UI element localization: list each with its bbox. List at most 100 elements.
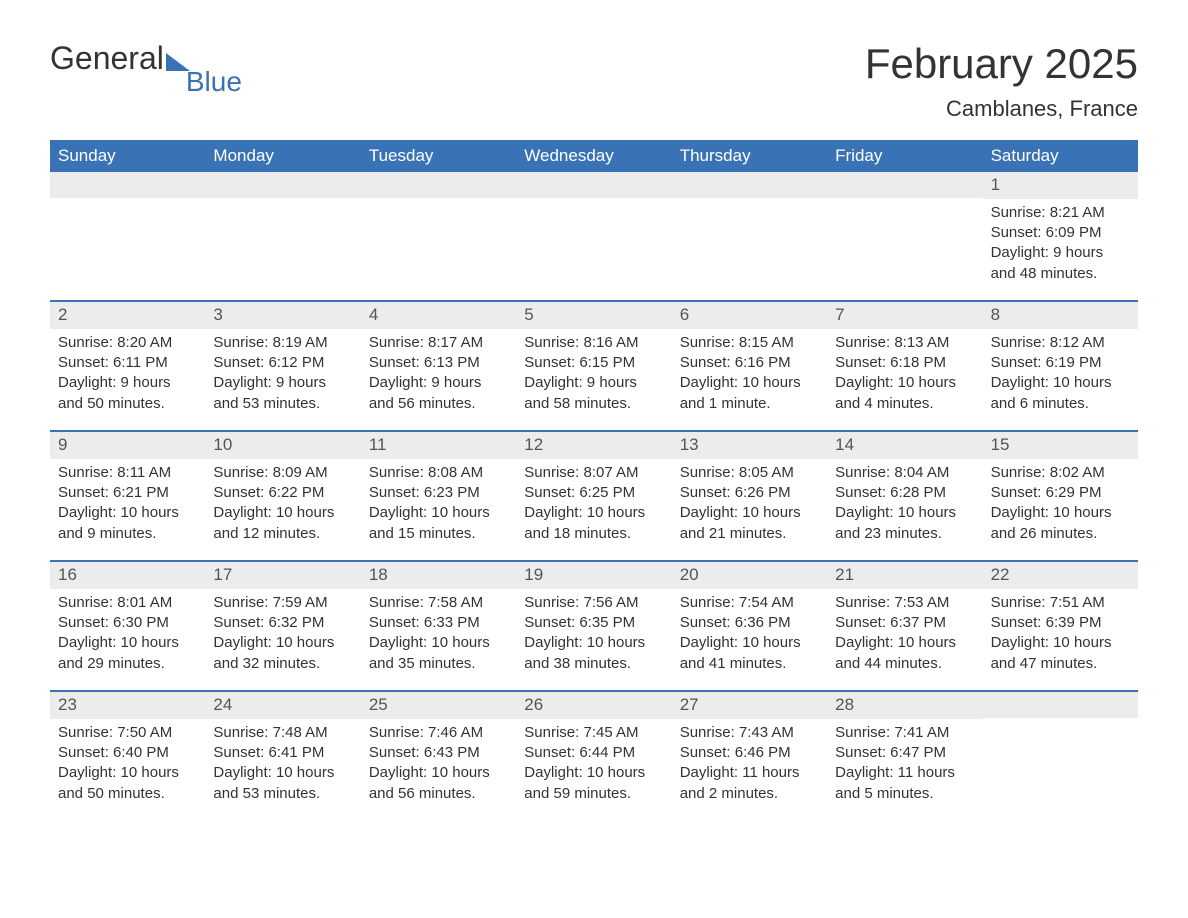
day-cell-empty: [827, 172, 982, 300]
day-cell-empty: [361, 172, 516, 300]
brand-text-2: Blue: [186, 66, 242, 98]
sunrise-text: Sunrise: 7:45 AM: [524, 723, 663, 743]
day2-text: and 15 minutes.: [369, 524, 508, 544]
day-cell-empty: [205, 172, 360, 300]
day2-text: and 50 minutes.: [58, 394, 197, 414]
weekday-header: Wednesday: [516, 140, 671, 172]
day-number: 26: [516, 692, 671, 719]
weekday-header: Sunday: [50, 140, 205, 172]
week-row: 1Sunrise: 8:21 AMSunset: 6:09 PMDaylight…: [50, 172, 1138, 300]
sunrise-text: Sunrise: 8:21 AM: [991, 203, 1130, 223]
day2-text: and 38 minutes.: [524, 654, 663, 674]
sunset-text: Sunset: 6:30 PM: [58, 613, 197, 633]
day1-text: Daylight: 10 hours: [835, 633, 974, 653]
sunrise-text: Sunrise: 8:05 AM: [680, 463, 819, 483]
sunset-text: Sunset: 6:12 PM: [213, 353, 352, 373]
day-number: 11: [361, 432, 516, 459]
day-cell: 13Sunrise: 8:05 AMSunset: 6:26 PMDayligh…: [672, 432, 827, 560]
day-number: 14: [827, 432, 982, 459]
day-cell: 15Sunrise: 8:02 AMSunset: 6:29 PMDayligh…: [983, 432, 1138, 560]
sunset-text: Sunset: 6:22 PM: [213, 483, 352, 503]
page-header: General Blue February 2025 Camblanes, Fr…: [50, 40, 1138, 122]
weekday-header: Thursday: [672, 140, 827, 172]
sunset-text: Sunset: 6:16 PM: [680, 353, 819, 373]
day-cell: 6Sunrise: 8:15 AMSunset: 6:16 PMDaylight…: [672, 302, 827, 430]
day2-text: and 26 minutes.: [991, 524, 1130, 544]
sunrise-text: Sunrise: 7:41 AM: [835, 723, 974, 743]
sunrise-text: Sunrise: 8:09 AM: [213, 463, 352, 483]
sunrise-text: Sunrise: 8:02 AM: [991, 463, 1130, 483]
day1-text: Daylight: 9 hours: [524, 373, 663, 393]
day1-text: Daylight: 10 hours: [680, 503, 819, 523]
day-cell: 22Sunrise: 7:51 AMSunset: 6:39 PMDayligh…: [983, 562, 1138, 690]
sunset-text: Sunset: 6:09 PM: [991, 223, 1130, 243]
day1-text: Daylight: 10 hours: [835, 503, 974, 523]
sunrise-text: Sunrise: 7:50 AM: [58, 723, 197, 743]
day-cell-empty: [516, 172, 671, 300]
day1-text: Daylight: 10 hours: [369, 763, 508, 783]
sunset-text: Sunset: 6:43 PM: [369, 743, 508, 763]
day1-text: Daylight: 10 hours: [524, 763, 663, 783]
sunrise-text: Sunrise: 7:56 AM: [524, 593, 663, 613]
sunrise-text: Sunrise: 7:48 AM: [213, 723, 352, 743]
day1-text: Daylight: 9 hours: [213, 373, 352, 393]
sunset-text: Sunset: 6:36 PM: [680, 613, 819, 633]
day-number: 18: [361, 562, 516, 589]
day1-text: Daylight: 10 hours: [58, 503, 197, 523]
day2-text: and 44 minutes.: [835, 654, 974, 674]
day1-text: Daylight: 10 hours: [369, 503, 508, 523]
day-cell: 4Sunrise: 8:17 AMSunset: 6:13 PMDaylight…: [361, 302, 516, 430]
day-number: 28: [827, 692, 982, 719]
day-cell: 1Sunrise: 8:21 AMSunset: 6:09 PMDaylight…: [983, 172, 1138, 300]
day-cell: 11Sunrise: 8:08 AMSunset: 6:23 PMDayligh…: [361, 432, 516, 560]
day2-text: and 47 minutes.: [991, 654, 1130, 674]
sunset-text: Sunset: 6:40 PM: [58, 743, 197, 763]
sunset-text: Sunset: 6:32 PM: [213, 613, 352, 633]
sunrise-text: Sunrise: 8:17 AM: [369, 333, 508, 353]
weekday-header: Friday: [827, 140, 982, 172]
day1-text: Daylight: 10 hours: [835, 373, 974, 393]
sunrise-text: Sunrise: 8:08 AM: [369, 463, 508, 483]
day-cell: 19Sunrise: 7:56 AMSunset: 6:35 PMDayligh…: [516, 562, 671, 690]
day2-text: and 4 minutes.: [835, 394, 974, 414]
day-cell: 16Sunrise: 8:01 AMSunset: 6:30 PMDayligh…: [50, 562, 205, 690]
day-cell: 20Sunrise: 7:54 AMSunset: 6:36 PMDayligh…: [672, 562, 827, 690]
sunrise-text: Sunrise: 8:20 AM: [58, 333, 197, 353]
sunrise-text: Sunrise: 7:51 AM: [991, 593, 1130, 613]
day-number: 1: [983, 172, 1138, 199]
week-row: 2Sunrise: 8:20 AMSunset: 6:11 PMDaylight…: [50, 300, 1138, 430]
sunrise-text: Sunrise: 8:13 AM: [835, 333, 974, 353]
sunset-text: Sunset: 6:37 PM: [835, 613, 974, 633]
month-title: February 2025: [865, 40, 1138, 88]
sunset-text: Sunset: 6:21 PM: [58, 483, 197, 503]
sunrise-text: Sunrise: 7:43 AM: [680, 723, 819, 743]
weekday-header: Tuesday: [361, 140, 516, 172]
week-row: 9Sunrise: 8:11 AMSunset: 6:21 PMDaylight…: [50, 430, 1138, 560]
day2-text: and 32 minutes.: [213, 654, 352, 674]
day2-text: and 53 minutes.: [213, 394, 352, 414]
sunset-text: Sunset: 6:44 PM: [524, 743, 663, 763]
title-block: February 2025 Camblanes, France: [865, 40, 1138, 122]
sunrise-text: Sunrise: 7:54 AM: [680, 593, 819, 613]
day-number: 15: [983, 432, 1138, 459]
day1-text: Daylight: 10 hours: [524, 633, 663, 653]
day2-text: and 2 minutes.: [680, 784, 819, 804]
sunrise-text: Sunrise: 8:12 AM: [991, 333, 1130, 353]
sunrise-text: Sunrise: 7:58 AM: [369, 593, 508, 613]
day-cell: 2Sunrise: 8:20 AMSunset: 6:11 PMDaylight…: [50, 302, 205, 430]
day-number: 5: [516, 302, 671, 329]
day2-text: and 50 minutes.: [58, 784, 197, 804]
day1-text: Daylight: 10 hours: [213, 633, 352, 653]
brand-logo: General Blue: [50, 40, 248, 77]
day-number: 25: [361, 692, 516, 719]
day-cell-empty: [983, 692, 1138, 820]
day-number: [205, 172, 360, 198]
day2-text: and 1 minute.: [680, 394, 819, 414]
sunset-text: Sunset: 6:28 PM: [835, 483, 974, 503]
day2-text: and 56 minutes.: [369, 394, 508, 414]
day1-text: Daylight: 10 hours: [58, 633, 197, 653]
day-cell: 24Sunrise: 7:48 AMSunset: 6:41 PMDayligh…: [205, 692, 360, 820]
day1-text: Daylight: 9 hours: [58, 373, 197, 393]
day-number: 10: [205, 432, 360, 459]
day-number: 9: [50, 432, 205, 459]
